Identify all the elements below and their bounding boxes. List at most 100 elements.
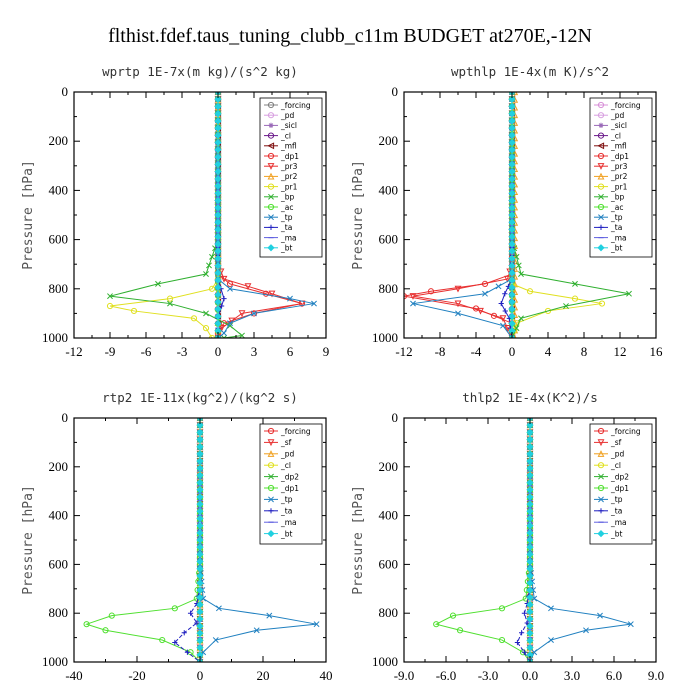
legend-label: _pd xyxy=(280,111,295,120)
series-marker xyxy=(227,320,233,327)
legend-label: _forcing xyxy=(610,101,641,110)
series-marker xyxy=(508,247,516,255)
legend-marker xyxy=(597,203,605,211)
y-tick-label: 200 xyxy=(379,459,399,474)
series-marker xyxy=(526,522,534,530)
series-marker xyxy=(196,572,204,580)
series-marker xyxy=(508,182,516,190)
legend-label: _ta xyxy=(280,507,292,516)
x-tick-label: 6.0 xyxy=(606,668,622,683)
series-marker xyxy=(214,117,222,125)
series-marker xyxy=(214,110,222,118)
series-marker xyxy=(196,622,204,630)
series-marker xyxy=(526,622,534,630)
series-marker xyxy=(526,493,534,501)
y-tick-label: 0 xyxy=(392,410,399,425)
series-marker xyxy=(227,285,233,292)
legend-marker xyxy=(267,132,275,139)
series-marker xyxy=(499,315,507,323)
legend-label: _pd xyxy=(280,450,295,459)
series-marker xyxy=(196,593,204,602)
legend-label: _dp1 xyxy=(610,152,629,161)
series-marker xyxy=(526,543,534,551)
series-marker xyxy=(196,443,204,451)
x-tick-label: 3 xyxy=(251,344,258,359)
legend-label: _ma xyxy=(280,518,297,527)
series-marker xyxy=(502,291,508,297)
legend-marker xyxy=(267,142,275,150)
legend-label: _sicl xyxy=(610,121,627,130)
series-marker xyxy=(196,615,204,623)
series-marker xyxy=(548,605,554,612)
legend-marker xyxy=(267,152,275,160)
series-marker xyxy=(172,639,178,646)
series-marker xyxy=(214,233,222,241)
series-marker xyxy=(508,167,516,176)
series-marker xyxy=(196,550,204,558)
series-marker xyxy=(409,293,417,300)
legend-marker xyxy=(598,473,604,480)
x-tick-label: -9.0 xyxy=(394,668,415,683)
legend-marker xyxy=(267,529,275,538)
series-marker xyxy=(266,612,273,619)
panel-title: thlp2 1E-4x(K^2)/s xyxy=(462,390,597,405)
legend-marker xyxy=(597,462,605,469)
series-marker xyxy=(159,636,166,644)
series-marker xyxy=(508,254,516,263)
series-marker xyxy=(196,543,204,551)
series-marker xyxy=(524,620,530,626)
series-marker xyxy=(572,280,578,287)
x-tick-label: 3.0 xyxy=(564,668,580,683)
series-marker xyxy=(597,612,603,619)
series-marker xyxy=(196,579,204,587)
x-tick-label: 16 xyxy=(650,344,664,359)
series-marker xyxy=(519,630,525,636)
legend-label: _tp xyxy=(610,495,623,504)
x-tick-label: -9 xyxy=(105,344,116,359)
series-marker xyxy=(526,478,534,487)
legend-label: _dp1 xyxy=(280,152,299,161)
legend-marker xyxy=(597,132,605,139)
y-tick-label: 0 xyxy=(62,410,69,425)
legend-marker xyxy=(268,508,274,514)
legend-label: _forcing xyxy=(610,427,641,436)
series-marker xyxy=(502,308,508,314)
legend-marker xyxy=(268,473,274,480)
x-tick-label: 9.0 xyxy=(648,668,664,683)
x-tick-label: -8 xyxy=(435,344,446,359)
panel-4: thlp2 1E-4x(K^2)/s Pressure [hPa] 0 200 400 6… xyxy=(351,390,664,683)
series-marker xyxy=(526,629,534,637)
series-marker xyxy=(498,300,504,307)
series-marker xyxy=(214,319,222,328)
legend-marker xyxy=(597,163,605,170)
y-tick-label: 200 xyxy=(49,459,69,474)
y-axis-label: Pressure [hPa] xyxy=(351,160,366,270)
series-marker xyxy=(196,529,204,537)
series-marker xyxy=(508,117,516,125)
series-marker xyxy=(196,471,204,480)
series-marker xyxy=(515,262,522,269)
series-marker xyxy=(456,627,464,634)
legend: _forcing_pd_sicl_cl _mfl_dp1_pr3_pr2_pr1 _… xyxy=(259,97,323,258)
legend-label: _pr3 xyxy=(280,162,298,171)
legend-label: _bt xyxy=(280,244,293,253)
series-group xyxy=(83,418,320,662)
legend-label: _ta xyxy=(610,507,622,516)
x-tick-label: 4 xyxy=(545,344,552,359)
legend-label: _ta xyxy=(610,223,622,232)
y-tick-label: 600 xyxy=(379,232,399,247)
y-tick-label: 600 xyxy=(49,556,69,571)
series-marker xyxy=(239,332,245,338)
series-marker xyxy=(508,305,516,313)
series-marker xyxy=(427,288,435,295)
series-marker xyxy=(526,550,534,558)
legend-marker xyxy=(267,172,275,180)
series-marker xyxy=(514,639,520,646)
series-marker xyxy=(184,649,190,655)
legend-label: _dp1 xyxy=(280,484,299,493)
series-marker xyxy=(508,160,516,168)
series-marker xyxy=(508,124,516,132)
series-marker xyxy=(500,322,506,329)
series-marker xyxy=(202,325,210,332)
x-tick-label: -6 xyxy=(141,344,152,359)
